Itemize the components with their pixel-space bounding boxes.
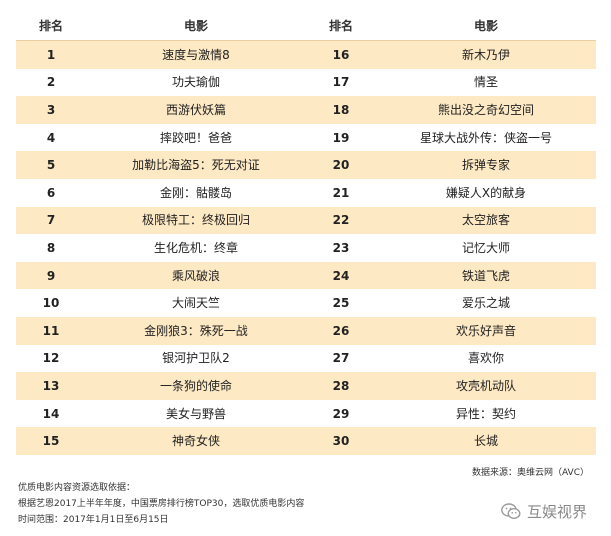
rank-cell: 30 xyxy=(306,427,376,455)
header-movie-right: 电影 xyxy=(376,12,596,41)
table-row: 4 摔跤吧！爸爸 19 星球大战外传：侠盗一号 xyxy=(16,124,596,152)
movie-cell: 星球大战外传：侠盗一号 xyxy=(419,130,552,145)
table-row: 7 极限特工：终极回归 22 太空旅客 xyxy=(16,206,596,235)
rank-cell: 21 xyxy=(332,185,350,200)
movie-cell: 美女与野兽 xyxy=(165,406,226,421)
rank-cell: 3 xyxy=(16,96,86,124)
watermark: 互娱视界 xyxy=(501,501,587,522)
rank-cell: 25 xyxy=(332,296,350,311)
rank-cell: 9 xyxy=(16,261,86,290)
watermark-text: 互娱视界 xyxy=(526,503,587,521)
movie-cell: 大闹天竺 xyxy=(171,296,220,311)
rank-cell: 14 xyxy=(42,406,60,421)
movie-cell: 乘风破浪 xyxy=(86,261,306,290)
movie-cell: 功夫瑜伽 xyxy=(171,75,220,90)
movie-cell: 极限特工：终极回归 xyxy=(86,206,306,235)
rank-cell: 26 xyxy=(306,316,376,345)
movie-cell: 记忆大师 xyxy=(461,240,510,255)
movie-cell: 西游伏妖篇 xyxy=(86,96,306,124)
movie-cell: 生化危机：终章 xyxy=(153,240,238,255)
rank-cell: 28 xyxy=(306,372,376,400)
rank-cell: 6 xyxy=(46,185,56,200)
movie-cell: 攻壳机动队 xyxy=(376,372,596,400)
movie-cell: 银河护卫队2 xyxy=(162,351,230,366)
table-header-row: 排名 电影 排名 电影 xyxy=(16,12,596,41)
rank-cell: 10 xyxy=(42,296,60,311)
rank-cell: 27 xyxy=(332,351,350,366)
rank-cell: 7 xyxy=(16,206,86,235)
rank-cell: 29 xyxy=(332,406,350,421)
table-row: 8 生化危机：终章 23 记忆大师 xyxy=(16,234,596,262)
movie-cell: 长城 xyxy=(376,427,596,455)
table-body: 1 速度与激情8 16 新木乃伊 2 功夫瑜伽 17 情圣 3 西游伏妖篇 18 熊出没之奇幻空间 4 摔… xyxy=(16,40,596,455)
note-line: 优质电影内容资源选取依据： xyxy=(18,483,136,493)
header-rank-right: 排名 xyxy=(306,12,376,41)
rank-cell: 12 xyxy=(42,351,60,366)
note-line: 根据艺恩2017上半年年度，中国票房排行榜TOP30，选取优质电影内容 xyxy=(18,499,305,509)
wechat-icon xyxy=(501,503,521,520)
movie-cell: 爱乐之城 xyxy=(461,296,510,311)
rank-cell: 11 xyxy=(16,316,86,345)
table-row: 14 美女与野兽 29 异性：契约 xyxy=(16,400,596,428)
rank-cell: 20 xyxy=(306,151,376,179)
rank-cell: 18 xyxy=(306,96,376,124)
rank-cell: 15 xyxy=(16,427,86,455)
rank-cell: 13 xyxy=(16,372,86,400)
table-row: 3 西游伏妖篇 18 熊出没之奇幻空间 xyxy=(16,96,596,124)
movie-cell: 一条狗的使命 xyxy=(86,372,306,400)
table-row: 13 一条狗的使命 28 攻壳机动队 xyxy=(16,372,596,400)
data-source: 数据来源：奥维云网（AVC） xyxy=(471,468,589,478)
rank-cell: 2 xyxy=(46,75,56,90)
table-row: 2 功夫瑜伽 17 情圣 xyxy=(16,69,596,97)
movie-cell: 金刚狼3：殊死一战 xyxy=(86,316,306,345)
movie-cell: 嫌疑人X的献身 xyxy=(445,185,527,200)
movie-cell: 加勒比海盗5：死无对证 xyxy=(86,151,306,179)
rank-cell: 19 xyxy=(332,130,350,145)
note-line: 时间范围：2017年1月1日至6月15日 xyxy=(18,515,169,525)
movie-cell: 拆弹专家 xyxy=(376,151,596,179)
movie-cell: 熊出没之奇幻空间 xyxy=(376,96,596,124)
movie-cell: 摔跤吧！爸爸 xyxy=(159,130,232,145)
rank-cell: 24 xyxy=(306,261,376,290)
movie-cell: 新木乃伊 xyxy=(376,40,596,69)
notes: 优质电影内容资源选取依据： 根据艺恩2017上半年年度，中国票房排行榜TOP30… xyxy=(18,480,304,528)
rank-cell: 16 xyxy=(306,40,376,69)
movie-cell: 异性：契约 xyxy=(455,406,516,421)
movie-cell: 情圣 xyxy=(473,75,498,90)
movie-cell: 喜欢你 xyxy=(467,351,504,366)
movie-cell: 太空旅客 xyxy=(376,206,596,235)
table-row: 11 金刚狼3：殊死一战 26 欢乐好声音 xyxy=(16,316,596,345)
table-row: 1 速度与激情8 16 新木乃伊 xyxy=(16,40,596,69)
header-movie-left: 电影 xyxy=(86,12,306,41)
rank-cell: 5 xyxy=(16,151,86,179)
table-row: 12 银河护卫队2 27 喜欢你 xyxy=(16,345,596,373)
rank-cell: 8 xyxy=(46,240,56,255)
movie-cell: 欢乐好声音 xyxy=(376,316,596,345)
movie-cell: 金刚：骷髅岛 xyxy=(159,185,232,200)
rank-cell: 4 xyxy=(46,130,56,145)
ranking-table: 排名 电影 排名 电影 1 速度与激情8 16 新木乃伊 2 功夫瑜伽 17 情圣 3 西游伏妖篇… xyxy=(16,12,596,455)
header-rank-left: 排名 xyxy=(16,12,86,41)
table-row: 5 加勒比海盗5：死无对证 20 拆弹专家 xyxy=(16,151,596,179)
rank-cell: 22 xyxy=(306,206,376,235)
rank-cell: 23 xyxy=(332,240,350,255)
table-row: 10 大闹天竺 25 爱乐之城 xyxy=(16,289,596,317)
table-row: 6 金刚：骷髅岛 21 嫌疑人X的献身 xyxy=(16,179,596,207)
movie-cell: 铁道飞虎 xyxy=(376,261,596,290)
table-row: 15 神奇女侠 30 长城 xyxy=(16,427,596,455)
table-row: 9 乘风破浪 24 铁道飞虎 xyxy=(16,261,596,290)
movie-cell: 速度与激情8 xyxy=(86,40,306,69)
movie-cell: 神奇女侠 xyxy=(86,427,306,455)
rank-cell: 1 xyxy=(16,40,86,69)
rank-cell: 17 xyxy=(332,75,350,90)
